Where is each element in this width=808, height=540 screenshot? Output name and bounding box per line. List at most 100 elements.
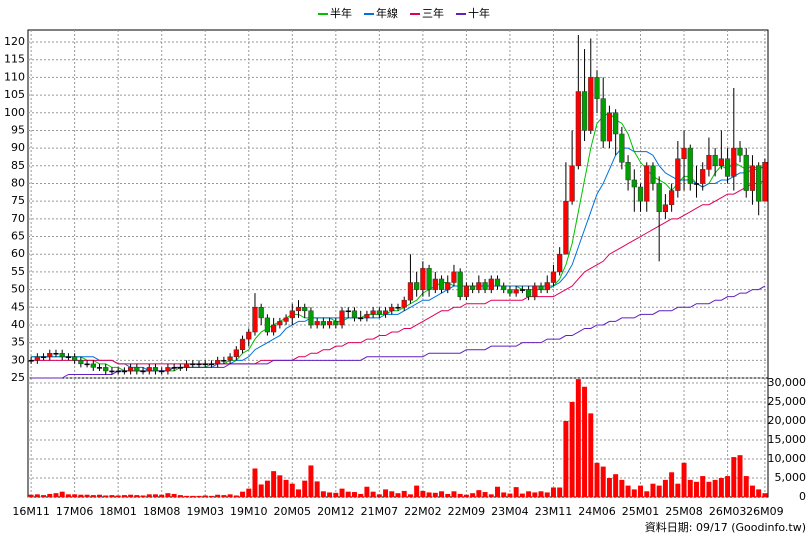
volume-bar — [121, 495, 127, 497]
candle-body — [233, 349, 239, 358]
candle-body — [196, 363, 202, 366]
candle-body — [756, 165, 762, 202]
volume-bar — [221, 495, 227, 497]
candle-body — [183, 363, 190, 368]
volume-bar — [675, 483, 681, 497]
candle-body — [575, 91, 581, 167]
candle-body — [594, 77, 600, 99]
volume-bar — [227, 494, 233, 497]
volume-bar — [619, 479, 625, 497]
x-tick-label: 18M08 — [143, 505, 181, 518]
volume-bar — [345, 491, 351, 497]
volume-bar — [308, 465, 314, 497]
candle-body — [625, 162, 631, 181]
volume-bar — [246, 488, 252, 497]
candle-body — [308, 310, 314, 326]
volume-bar — [302, 480, 308, 497]
volume-bar — [333, 492, 339, 497]
candle-body — [687, 147, 693, 184]
volume-bar — [687, 479, 693, 497]
volume-bar — [594, 462, 600, 497]
candle-body — [650, 165, 656, 184]
volume-bar — [395, 493, 401, 497]
candle-body — [34, 356, 40, 361]
volume-bar — [339, 488, 345, 497]
candle-body — [314, 321, 320, 326]
candle-body — [376, 310, 382, 315]
candle-body — [644, 165, 650, 202]
candle-body — [507, 289, 513, 294]
candle-body — [127, 367, 134, 372]
candle-body — [252, 307, 258, 333]
y2-tick-label: 25,000 — [768, 395, 807, 408]
candle-body — [420, 268, 426, 290]
candle-body — [258, 307, 264, 319]
candle-body — [675, 158, 681, 191]
candle-body — [389, 307, 395, 312]
volume-bar — [550, 487, 556, 497]
candle-body — [159, 370, 165, 373]
candle-body — [152, 367, 159, 372]
legend-label: 半年 — [330, 6, 352, 20]
volume-bar — [439, 491, 445, 497]
x-tick-label: 22M09 — [448, 505, 486, 518]
volume-bar — [538, 491, 544, 497]
plot-frame — [27, 29, 769, 498]
volume-bar — [59, 491, 65, 497]
candle-body — [96, 367, 103, 369]
volume-bar — [606, 477, 612, 497]
candle-body — [72, 356, 78, 361]
volume-bar — [364, 486, 370, 497]
volume-bar — [756, 489, 762, 497]
candle-body — [532, 285, 538, 297]
volume-bar — [495, 486, 500, 497]
volume-bar — [718, 477, 724, 497]
candle-body — [737, 147, 743, 156]
candle-body — [109, 370, 115, 373]
y-tick-label: 80 — [11, 176, 25, 189]
candle-body — [762, 162, 768, 202]
candle-body — [208, 363, 215, 366]
candle-body — [451, 271, 457, 283]
y-tick-label: 100 — [4, 106, 25, 119]
volume-bar — [588, 413, 594, 497]
x-tick-label: 21M07 — [361, 505, 399, 518]
volume-bar — [296, 489, 301, 497]
volume-bar — [115, 495, 121, 497]
candle-body — [202, 363, 208, 366]
volume-bar — [320, 491, 326, 497]
candle-body — [351, 310, 358, 319]
volume-bar — [470, 493, 476, 497]
y2-tick-label: 5,000 — [775, 471, 807, 484]
volume-bar — [258, 484, 264, 497]
volume-bar — [613, 474, 619, 497]
candle-body — [407, 282, 414, 301]
volume-bar — [146, 494, 152, 497]
volume-bar — [84, 494, 90, 497]
volume-bar — [749, 485, 755, 497]
x-tick-label: 26M09 — [746, 505, 784, 518]
y2-tick-label: 20,000 — [768, 414, 807, 427]
legend-label: 三年 — [422, 6, 444, 20]
y-tick-label: 35 — [11, 336, 25, 349]
volume-bar — [184, 495, 190, 497]
candle-body — [544, 282, 550, 290]
candle-body — [600, 98, 606, 142]
candle-body — [519, 289, 525, 291]
y2-tick-label: 10,000 — [768, 452, 807, 465]
volume-bar — [72, 494, 78, 497]
volume-bar — [190, 495, 196, 497]
y-tick-label: 115 — [4, 53, 25, 66]
y2-tick-label: 30,000 — [768, 376, 807, 389]
source-note: 資料日期: 09/17 (Goodinfo.tw) — [645, 520, 806, 534]
volume-bar — [526, 491, 532, 497]
volume-bar — [233, 495, 239, 497]
volume-bar — [283, 479, 289, 497]
candle-body — [140, 370, 146, 373]
volume-bar — [507, 493, 513, 497]
volume-bar — [457, 493, 463, 497]
volume-bar — [90, 495, 96, 497]
y-tick-label: 110 — [4, 70, 25, 83]
volume-bar — [725, 476, 731, 497]
candle-body — [619, 133, 625, 163]
